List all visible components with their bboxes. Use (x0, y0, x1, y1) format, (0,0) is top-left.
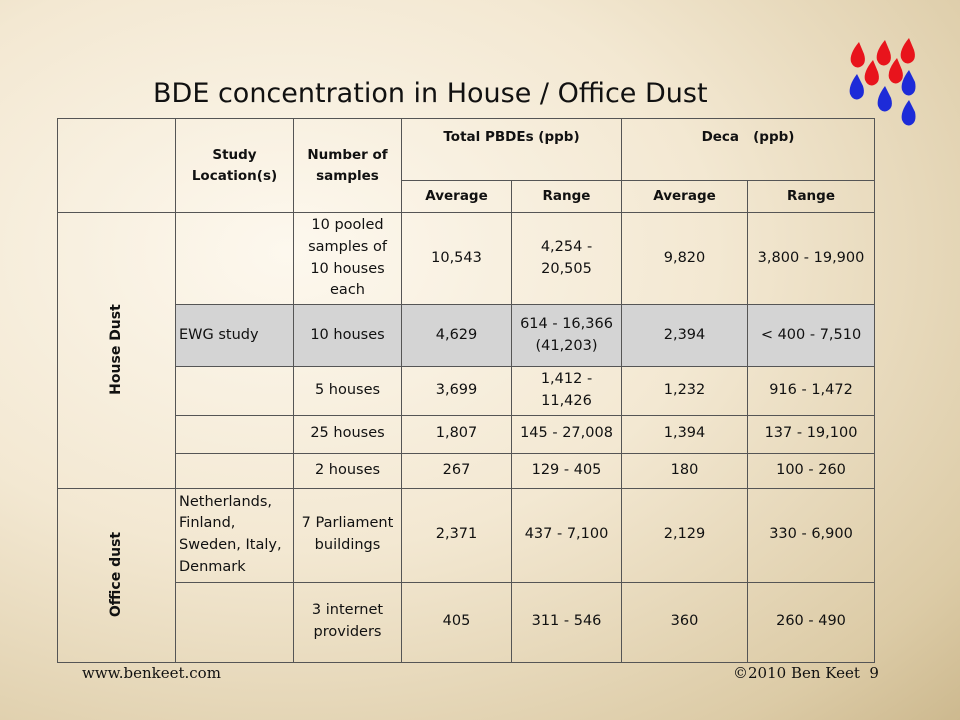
total-pbdes-header: Total PBDEs (ppb) (400, 118, 623, 181)
deca-average-header: Average (621, 180, 749, 213)
deca-range-cell: 3,800 - 19,900 (747, 212, 876, 305)
samples-cell: 7 Parliament buildings (293, 487, 402, 583)
samples-cell: 10 pooled samples of 10 houses each (293, 212, 402, 305)
location-cell (175, 581, 294, 663)
samples-cell: 2 houses (293, 452, 402, 489)
group-label-house: House Dust (108, 304, 124, 396)
deca-range-cell: 100 - 260 (747, 452, 876, 489)
total-range-cell: 437 - 7,100 (510, 487, 623, 583)
footer-copyright: ©2010 Ben Keet 9 (733, 664, 879, 682)
total-range-cell: 614 - 16,366 (41,203) (510, 304, 623, 367)
table-row: EWG study 10 houses 4,629 614 - 16,366 (… (58, 304, 876, 367)
total-range-cell: 145 - 27,008 (510, 414, 623, 454)
samples-cell: 10 houses (293, 304, 402, 367)
deca-range-cell: 260 - 490 (747, 581, 876, 663)
total-average-cell: 267 (401, 452, 512, 489)
corner-header-cell (57, 118, 176, 213)
deca-average-cell: 180 (621, 452, 749, 489)
samples-cell: 5 houses (293, 366, 402, 416)
blue-drop (877, 86, 892, 112)
red-drop (900, 38, 915, 64)
deca-average-cell: 1,232 (621, 366, 749, 416)
group-cell-office: Office dust (57, 487, 176, 663)
total-range-cell: 4,254 - 20,505 (510, 212, 623, 305)
total-average-cell: 3,699 (401, 366, 512, 416)
table-row: 2 houses 267 129 - 405 180 100 - 260 (58, 452, 876, 489)
footer-website: www.benkeet.com (82, 664, 221, 682)
table-row: House Dust 10 pooled samples of 10 house… (57, 212, 876, 489)
deca-average-cell: 2,394 (621, 304, 749, 367)
total-range-header: Range (510, 180, 623, 213)
study-location-header: Study Location(s) (175, 118, 294, 213)
total-average-header: Average (401, 180, 512, 213)
deca-average-cell: 360 (621, 581, 749, 663)
blue-drop (901, 70, 916, 96)
total-average-cell: 2,371 (401, 487, 512, 583)
group-label-office: Office dust (107, 532, 124, 618)
deca-average-cell: 2,129 (621, 487, 749, 583)
slide-title: BDE concentration in House / Office Dust (153, 78, 708, 109)
red-drop (850, 42, 865, 68)
total-range-cell: 129 - 405 (510, 452, 623, 489)
table-row: 3 internet providers 405 311 - 546 360 2… (58, 581, 876, 663)
red-drop (888, 58, 903, 84)
samples-cell: 3 internet providers (293, 581, 402, 663)
deca-range-header: Range (747, 180, 876, 213)
deca-range-cell: 916 - 1,472 (747, 366, 876, 416)
samples-cell: 25 houses (293, 414, 402, 454)
deca-range-cell: < 400 - 7,510 (747, 304, 876, 367)
location-cell: Netherlands, Finland, Sweden, Italy, Den… (175, 487, 294, 583)
group-cell-house: House Dust (57, 212, 176, 489)
num-samples-header: Number of samples (293, 118, 402, 213)
blue-drop (849, 74, 864, 100)
total-range-cell: 311 - 546 (510, 581, 623, 663)
deca-range-cell: 137 - 19,100 (747, 414, 876, 454)
location-cell (175, 414, 294, 454)
location-cell (175, 452, 294, 489)
location-cell (175, 366, 294, 416)
total-average-cell: 1,807 (401, 414, 512, 454)
deca-average-cell: 9,820 (621, 212, 749, 305)
location-cell (175, 212, 294, 305)
bde-concentration-table: Study Location(s) Number of samples Tota… (57, 118, 876, 663)
table-row: Office dust Netherlands, Finland, Sweden… (57, 487, 876, 663)
deca-header: Deca (ppb) (621, 118, 876, 181)
total-average-cell: 10,543 (401, 212, 512, 305)
red-drop (864, 60, 879, 86)
deca-range-cell: 330 - 6,900 (747, 487, 876, 583)
blue-drop (901, 100, 916, 126)
table-row: 25 houses 1,807 145 - 27,008 1,394 137 -… (58, 414, 876, 454)
deca-average-cell: 1,394 (621, 414, 749, 454)
table-row: 5 houses 3,699 1,412 - 11,426 1,232 916 … (58, 366, 876, 416)
red-drop (876, 40, 891, 66)
total-range-cell: 1,412 - 11,426 (510, 366, 623, 416)
total-average-cell: 4,629 (401, 304, 512, 367)
total-average-cell: 405 (401, 581, 512, 663)
drops-logo-icon (849, 38, 916, 126)
location-cell: EWG study (175, 304, 294, 367)
